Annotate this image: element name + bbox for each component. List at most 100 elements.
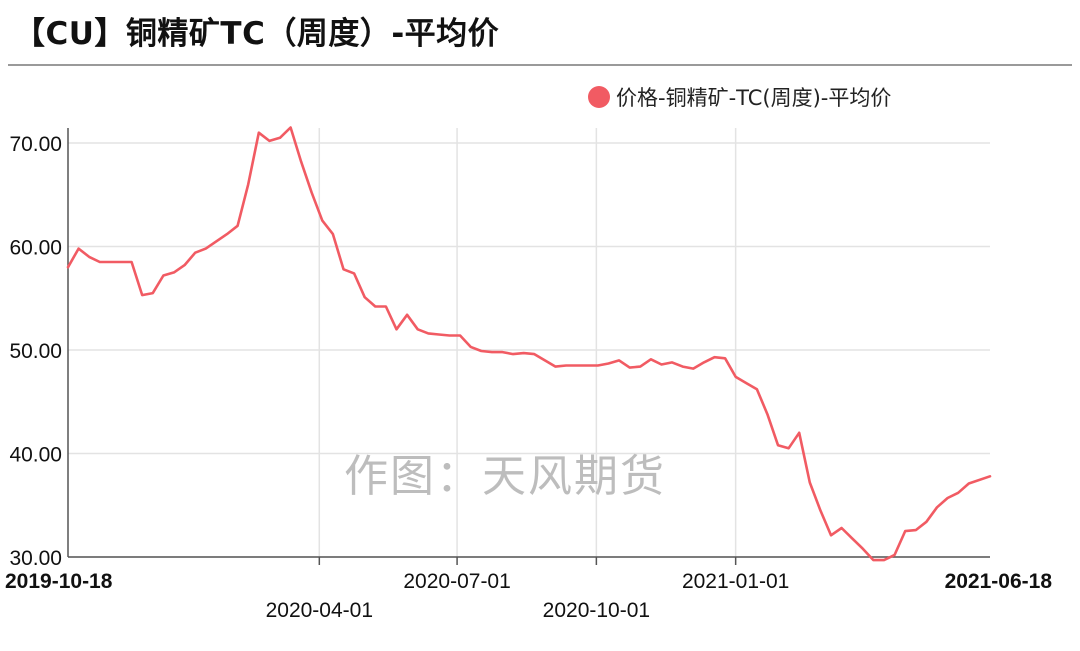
- y-tick-label: 50.00: [9, 340, 62, 363]
- x-tick-label: 2021-06-18: [945, 570, 1053, 593]
- data-point[interactable]: [596, 364, 600, 368]
- data-point[interactable]: [681, 365, 685, 369]
- data-point[interactable]: [501, 350, 505, 354]
- data-point[interactable]: [225, 232, 229, 236]
- data-point[interactable]: [299, 160, 303, 164]
- page-title: 【CU】铜精矿TC（周度）-平均价: [14, 16, 500, 52]
- data-point[interactable]: [437, 333, 441, 337]
- legend-swatch-circle-icon: [588, 86, 610, 108]
- data-point[interactable]: [246, 182, 250, 186]
- data-point[interactable]: [416, 327, 420, 331]
- data-point[interactable]: [734, 375, 738, 379]
- data-point[interactable]: [670, 360, 674, 364]
- data-point[interactable]: [257, 131, 261, 135]
- data-point[interactable]: [988, 474, 992, 478]
- data-point[interactable]: [660, 363, 664, 367]
- data-point[interactable]: [278, 136, 282, 140]
- data-point[interactable]: [607, 362, 611, 366]
- data-point[interactable]: [903, 529, 907, 533]
- data-point[interactable]: [702, 360, 706, 364]
- data-point[interactable]: [119, 260, 123, 264]
- data-point[interactable]: [183, 263, 187, 267]
- data-point[interactable]: [363, 295, 367, 299]
- x-tick-label: 2020-10-01: [543, 599, 650, 622]
- data-point[interactable]: [426, 331, 430, 335]
- data-point[interactable]: [765, 412, 769, 416]
- data-point[interactable]: [193, 251, 197, 255]
- data-point[interactable]: [575, 364, 579, 368]
- data-point[interactable]: [172, 270, 176, 274]
- data-point[interactable]: [956, 491, 960, 495]
- data-point[interactable]: [797, 431, 801, 435]
- data-point[interactable]: [384, 305, 388, 309]
- data-point[interactable]: [935, 505, 939, 509]
- data-point[interactable]: [840, 526, 844, 530]
- data-point[interactable]: [723, 356, 727, 360]
- data-point[interactable]: [755, 387, 759, 391]
- data-point[interactable]: [98, 260, 102, 264]
- data-point[interactable]: [744, 381, 748, 385]
- data-point[interactable]: [713, 355, 717, 359]
- data-point[interactable]: [861, 547, 865, 551]
- data-point[interactable]: [850, 536, 854, 540]
- data-point[interactable]: [130, 260, 134, 264]
- data-point[interactable]: [373, 305, 377, 309]
- data-point[interactable]: [522, 351, 526, 355]
- data-point[interactable]: [66, 265, 70, 269]
- data-point[interactable]: [617, 358, 621, 362]
- data-point[interactable]: [882, 558, 886, 562]
- data-point[interactable]: [490, 350, 494, 354]
- data-point[interactable]: [448, 334, 452, 338]
- data-point[interactable]: [289, 126, 293, 130]
- data-point[interactable]: [511, 352, 515, 356]
- data-point[interactable]: [649, 357, 653, 361]
- data-point[interactable]: [924, 520, 928, 524]
- data-point[interactable]: [458, 334, 462, 338]
- title-divider: [8, 64, 1072, 66]
- data-point[interactable]: [77, 247, 81, 251]
- data-point[interactable]: [914, 528, 918, 532]
- data-point[interactable]: [564, 364, 568, 368]
- data-point[interactable]: [543, 358, 547, 362]
- data-point[interactable]: [776, 443, 780, 447]
- data-point[interactable]: [87, 255, 91, 259]
- y-tick-label: 40.00: [9, 444, 62, 467]
- data-point[interactable]: [787, 446, 791, 450]
- chart-legend[interactable]: 价格-铜精矿-TC(周度)-平均价: [588, 82, 891, 112]
- data-point[interactable]: [818, 508, 822, 512]
- data-point[interactable]: [532, 352, 536, 356]
- data-point[interactable]: [691, 367, 695, 371]
- data-point[interactable]: [108, 260, 112, 264]
- data-point[interactable]: [829, 533, 833, 537]
- data-point[interactable]: [808, 481, 812, 485]
- data-point[interactable]: [554, 365, 558, 369]
- y-tick-label: 60.00: [9, 237, 62, 260]
- data-point[interactable]: [479, 349, 483, 353]
- x-tick-label: 2021-01-01: [682, 570, 789, 593]
- axes: [67, 128, 990, 565]
- data-point[interactable]: [967, 482, 971, 486]
- data-point[interactable]: [628, 366, 632, 370]
- data-point[interactable]: [469, 345, 473, 349]
- data-point[interactable]: [331, 232, 335, 236]
- data-point[interactable]: [946, 496, 950, 500]
- data-point[interactable]: [405, 313, 409, 317]
- data-point[interactable]: [310, 191, 314, 195]
- x-tick-label: 2020-04-01: [266, 599, 373, 622]
- data-point[interactable]: [893, 553, 897, 557]
- data-point[interactable]: [871, 558, 875, 562]
- data-point[interactable]: [267, 139, 271, 143]
- data-point[interactable]: [236, 224, 240, 228]
- data-point[interactable]: [342, 267, 346, 271]
- data-point[interactable]: [395, 327, 399, 331]
- data-point[interactable]: [214, 239, 218, 243]
- data-point[interactable]: [585, 364, 589, 368]
- data-point[interactable]: [161, 274, 165, 278]
- data-point[interactable]: [140, 293, 144, 297]
- x-tick-label: 2020-07-01: [403, 570, 510, 593]
- data-point[interactable]: [638, 365, 642, 369]
- data-point[interactable]: [352, 271, 356, 275]
- data-point[interactable]: [204, 247, 208, 251]
- data-point[interactable]: [151, 291, 155, 295]
- data-point[interactable]: [320, 219, 324, 223]
